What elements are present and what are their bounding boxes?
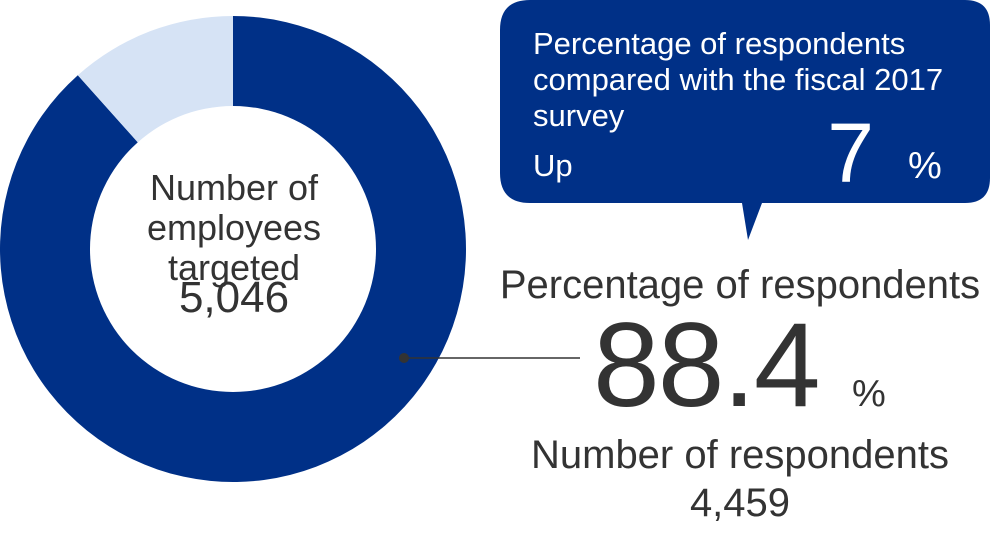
center-value: 5,046: [178, 273, 290, 322]
leader-dot: [399, 353, 409, 363]
donut-hole: [90, 106, 376, 392]
callout-unit: %: [908, 145, 942, 187]
callout-label: Percentage of respondents compared with …: [533, 26, 944, 133]
callout-value: 7: [827, 106, 874, 200]
percentage-unit: %: [852, 373, 886, 415]
percentage-value: 88.4: [593, 298, 821, 432]
respondents-value: 4,459: [689, 481, 791, 525]
center-label: Number of employees targeted: [146, 167, 322, 288]
percentage-label: Percentage of respondents: [499, 263, 981, 307]
callout-direction: Up: [533, 148, 573, 183]
speech-bubble-shape: [500, 0, 990, 240]
respondents-label: Number of respondents: [530, 433, 949, 477]
